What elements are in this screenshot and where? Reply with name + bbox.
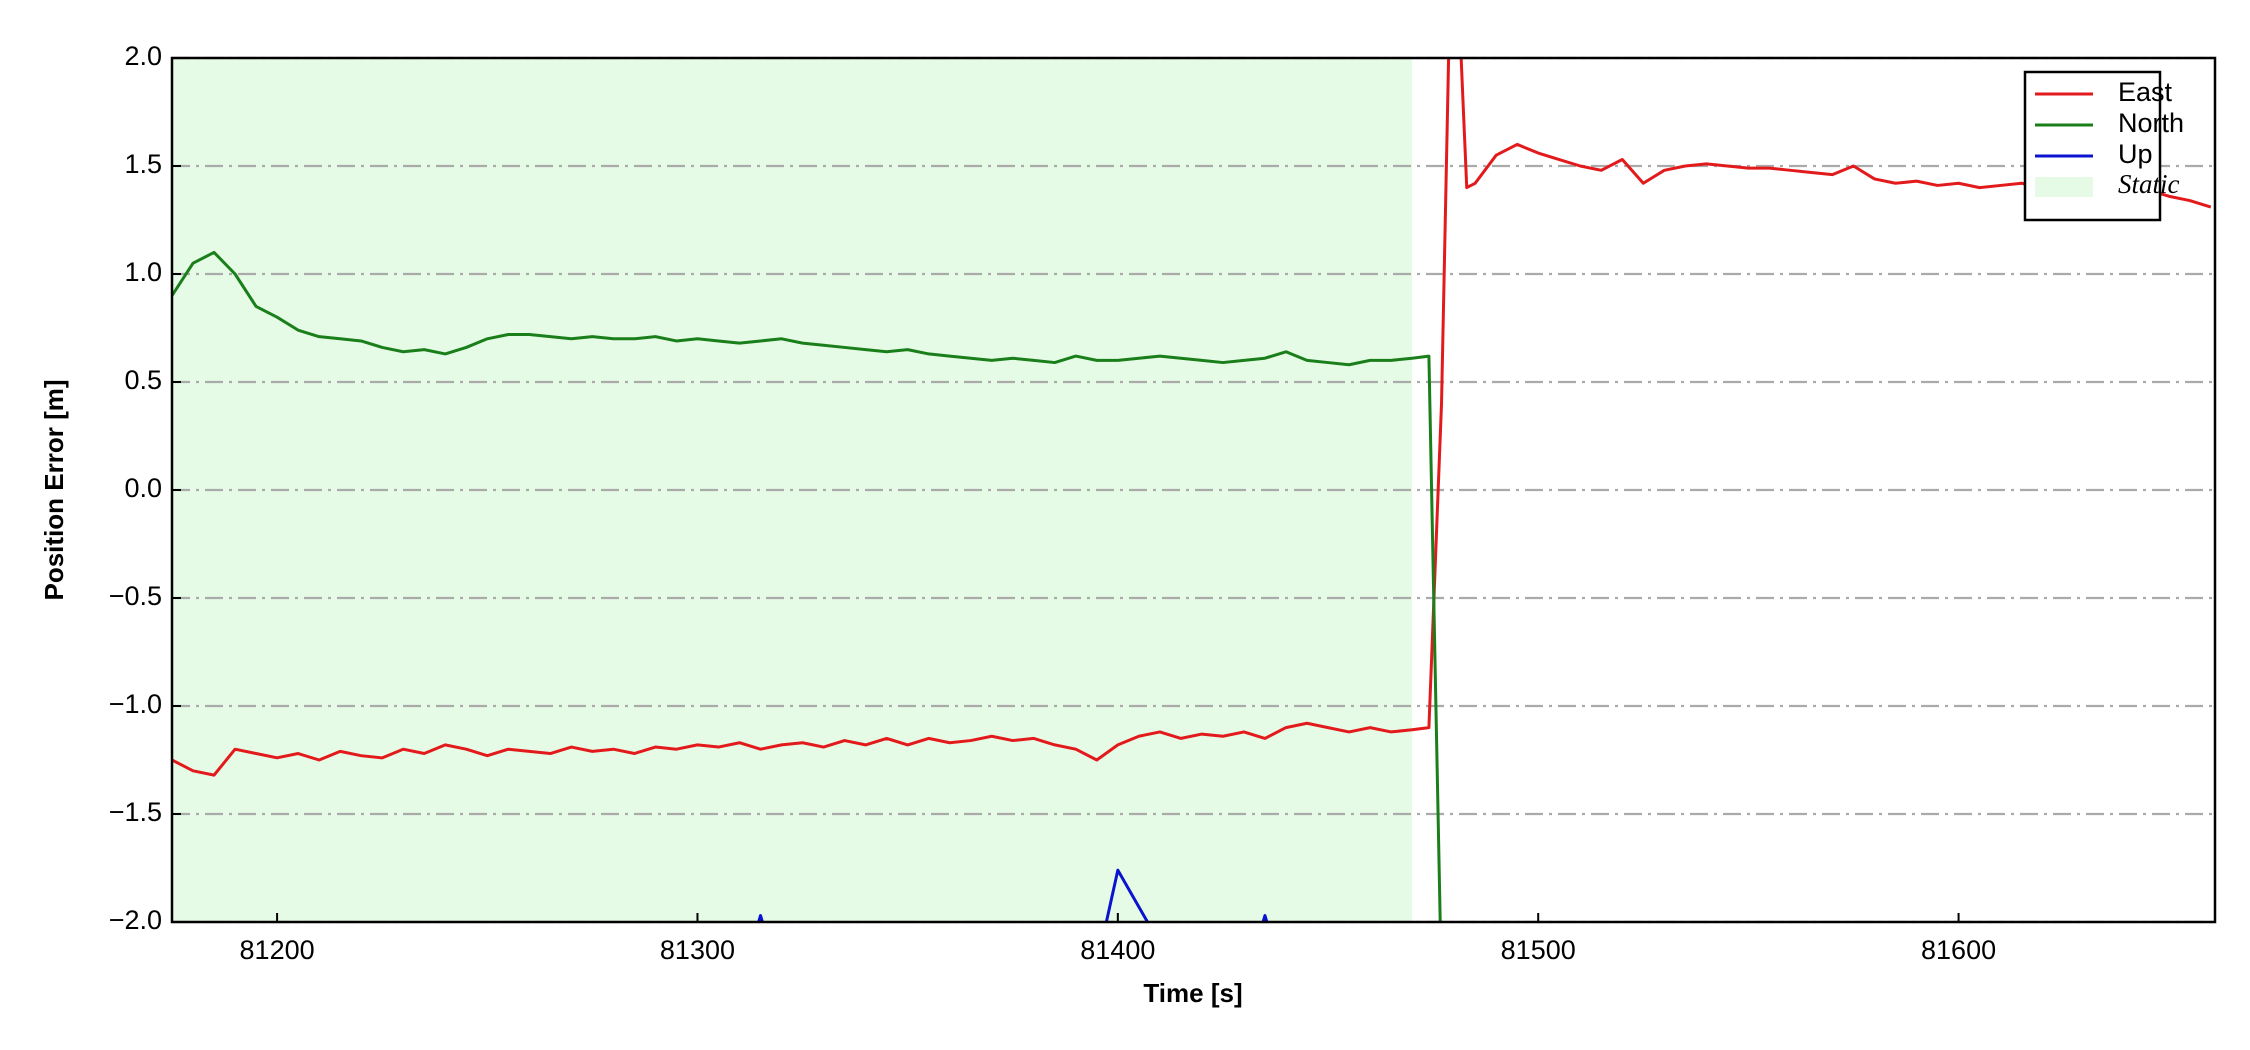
series-line: [172, 250, 1442, 922]
legend-label: Static: [2118, 169, 2180, 199]
x-axis-label: Time [s]: [1143, 978, 1242, 1008]
y-tick-label: 0.0: [124, 473, 162, 503]
y-axis-label: Position Error [m]: [39, 379, 69, 600]
legend-label: Up: [2118, 139, 2153, 169]
x-tick-label: 81500: [1501, 935, 1576, 965]
legend-label: East: [2118, 77, 2173, 107]
y-tick-label: 1.0: [124, 257, 162, 287]
y-tick-label: −0.5: [109, 581, 162, 611]
x-tick-label: 81600: [1921, 935, 1996, 965]
y-tick-label: 1.5: [124, 149, 162, 179]
x-tick-label: 81300: [660, 935, 735, 965]
x-tick-label: 81200: [240, 935, 315, 965]
series-line: [172, 58, 2212, 777]
x-tick-label: 81400: [1080, 935, 1155, 965]
y-tick-label: −1.5: [109, 797, 162, 827]
legend-label: North: [2118, 108, 2184, 138]
y-tick-label: −1.0: [109, 689, 162, 719]
legend-swatch: [2035, 177, 2093, 197]
y-tick-label: 0.5: [124, 365, 162, 395]
y-tick-label: −2.0: [109, 905, 162, 935]
y-tick-label: 2.0: [124, 41, 162, 71]
